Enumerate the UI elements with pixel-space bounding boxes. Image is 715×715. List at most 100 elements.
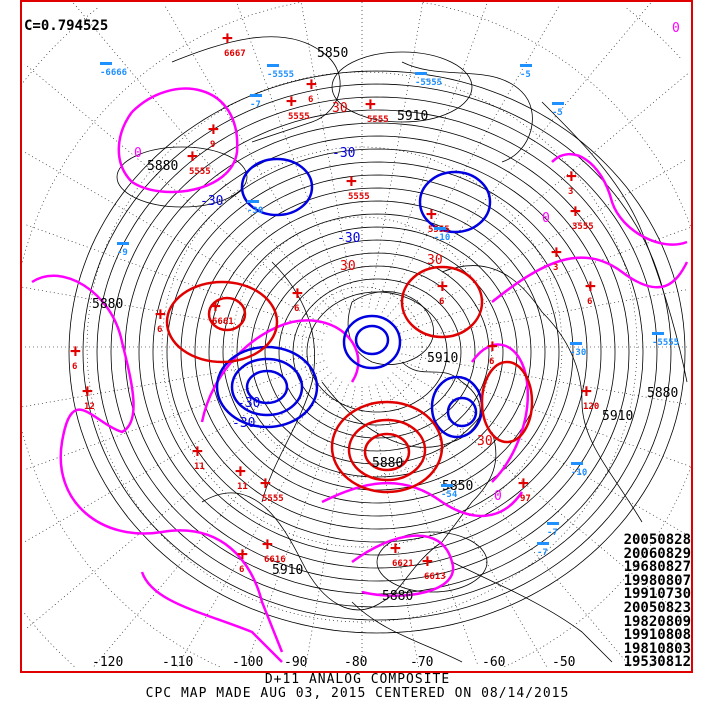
- anomaly-center-markers: +6667+6+5555+5555+9+5555 +3+3555+3+6+6+66…: [70, 28, 679, 582]
- positive-center-marker: +6: [487, 336, 498, 367]
- zero-contour: [551, 152, 688, 246]
- zero-contour: [351, 534, 455, 597]
- analog-date: 19820809: [623, 613, 691, 630]
- anomaly-contour-label: -30: [232, 416, 255, 431]
- negative-center-value: -5: [552, 108, 563, 118]
- negative-center-value: -7: [547, 528, 558, 538]
- minus-icon: [652, 332, 664, 335]
- positive-center-value: 6: [157, 325, 162, 335]
- negative-center-value: -7: [250, 100, 261, 110]
- positive-center-marker: +5555: [346, 171, 370, 202]
- anomaly-contour-label: 30: [340, 259, 356, 274]
- positive-center-marker: +6667: [222, 28, 246, 59]
- height-contour: [68, 70, 686, 634]
- zero-contour: [117, 87, 239, 194]
- plus-icon: +: [551, 242, 562, 263]
- plus-icon: +: [210, 296, 221, 317]
- negative-anomaly-contour: [418, 170, 492, 234]
- negative-center-marker: -10: [434, 227, 450, 243]
- zero-contour: [31, 274, 284, 653]
- negative-center-marker: -7: [547, 522, 559, 538]
- negative-center-value: -5555: [652, 338, 679, 348]
- negative-center-value: -10: [571, 468, 587, 478]
- meridian: [24, 372, 332, 631]
- positive-center-marker: +120: [581, 381, 599, 412]
- analog-composite-map: 5880 5880 5850 5910 5880 5910 5850 5880 5910 5880…: [22, 2, 691, 670]
- minus-icon: [415, 72, 427, 75]
- positive-center-value: 6621: [392, 559, 414, 569]
- plus-icon: +: [518, 473, 529, 494]
- height-contour-label: 5910: [272, 563, 303, 578]
- minus-icon: [547, 522, 559, 525]
- positive-center-marker: +5555: [187, 146, 211, 177]
- positive-center-value: 11: [237, 482, 248, 492]
- negative-center-marker: -5555: [415, 72, 442, 88]
- height-contour: [264, 252, 490, 452]
- longitude-label: -50: [552, 655, 575, 670]
- negative-center-value: -54: [441, 490, 458, 500]
- minus-icon: [117, 242, 129, 245]
- anomaly-contour-label: -30: [200, 194, 223, 209]
- minus-icon: [100, 62, 112, 65]
- positive-anomaly-contour: [480, 360, 534, 444]
- negative-center-marker: -7: [250, 94, 262, 110]
- minus-icon: [552, 102, 564, 105]
- meridian: [368, 2, 424, 308]
- coastline: [351, 601, 463, 663]
- minus-icon: [267, 64, 279, 67]
- positive-center-value: 6667: [224, 49, 246, 59]
- negative-center-marker: -10: [571, 462, 587, 478]
- latitude-circle: [22, 2, 691, 667]
- analog-date: 19910808: [623, 627, 691, 644]
- positive-anomaly-contour: [347, 418, 427, 482]
- plus-icon: +: [437, 276, 448, 297]
- map-frame: 5880 5880 5850 5910 5880 5910 5850 5880 5910 5880…: [20, 0, 693, 673]
- positive-center-marker: +3: [566, 166, 577, 197]
- longitude-label: -80: [344, 655, 367, 670]
- anomaly-contour-label: 30: [477, 434, 493, 449]
- height-contour-label: 5910: [602, 409, 633, 424]
- anomaly-contour-label: 30: [427, 253, 443, 268]
- meridian: [401, 353, 688, 405]
- plus-icon: +: [365, 94, 376, 115]
- height-contour: [376, 531, 488, 593]
- plus-icon: +: [70, 341, 81, 362]
- plus-icon: +: [566, 166, 577, 187]
- positive-anomaly-contour: [207, 296, 247, 332]
- height-contour-label: 5910: [397, 109, 428, 124]
- positive-center-marker: +5555: [365, 94, 389, 125]
- latitude-circle: [301, 286, 423, 408]
- positive-center-value: 6: [239, 565, 244, 575]
- positive-anomaly-contour: [363, 432, 411, 472]
- meridian: [401, 289, 688, 341]
- meridian: [22, 353, 323, 408]
- coastline: [201, 431, 497, 611]
- positive-center-value: 11: [194, 462, 205, 472]
- positive-center-marker: +3: [551, 242, 562, 273]
- height-contour-label: 5850: [442, 479, 473, 494]
- positive-center-value: 5555: [288, 112, 310, 122]
- positive-center-marker: +6: [155, 304, 166, 335]
- analog-date: 19910730: [623, 586, 691, 603]
- meridian: [392, 73, 688, 322]
- height-contour: [96, 96, 658, 608]
- plus-icon: +: [192, 441, 203, 462]
- positive-center-value: 6: [308, 95, 313, 105]
- positive-center-value: 5555: [262, 494, 284, 504]
- plus-icon: +: [235, 461, 246, 482]
- height-contour: [236, 226, 518, 478]
- meridian: [22, 286, 323, 341]
- positive-center-marker: +6613: [422, 551, 446, 582]
- meridian: [381, 4, 560, 313]
- longitude-label: -60: [482, 655, 505, 670]
- plus-icon: +: [237, 544, 248, 565]
- plus-icon: +: [306, 74, 317, 95]
- height-contour: [116, 146, 248, 208]
- plus-icon: +: [570, 201, 581, 222]
- height-contour-label: 5880: [372, 456, 403, 471]
- height-contour: [208, 200, 546, 504]
- plus-icon: +: [82, 381, 93, 402]
- positive-center-value: 3: [553, 263, 558, 273]
- positive-center-value: 97: [520, 494, 531, 504]
- anomaly-contour-label: -30: [337, 231, 360, 246]
